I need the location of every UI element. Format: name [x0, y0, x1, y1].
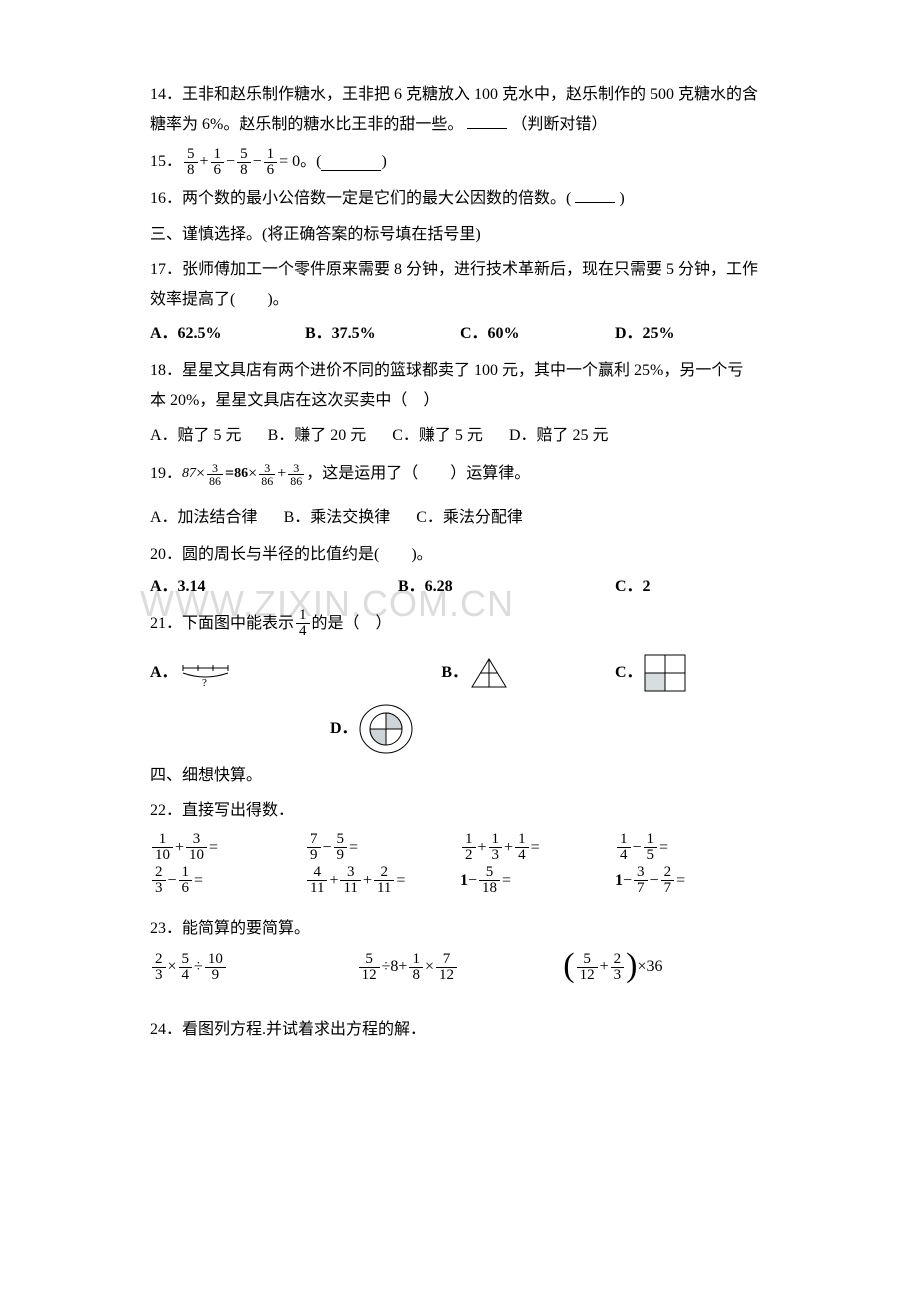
- q21-lead: 21．下面图中能表示: [150, 609, 294, 639]
- question-14: 14．王非和赵乐制作糖水，王非把 6 克糖放入 100 克水中，赵乐制作的 50…: [150, 80, 770, 141]
- frac-3-86c: 386: [288, 462, 304, 487]
- blank: [321, 154, 381, 171]
- q14-tail: （判断对错）: [511, 116, 607, 133]
- q21-c-label: C．: [615, 658, 643, 688]
- q18-l1: 18．星星文具店有两个进价不同的篮球都卖了 100 元，其中一个赢利 25%，另…: [150, 362, 743, 379]
- plus: +: [277, 459, 286, 489]
- frac-5-8b: 58: [237, 147, 251, 178]
- times: ×: [196, 459, 205, 489]
- q19-b: B．乘法交换律: [284, 503, 391, 533]
- q18-b: B．赚了 20 元: [268, 421, 367, 451]
- question-23: 23．能简算的要简算。: [150, 914, 770, 944]
- frac-1-4: 14: [296, 608, 310, 639]
- op-minus2: −: [253, 147, 262, 177]
- q22-row1: 110+ 310= 79− 59= 12+ 13+ 14= 14− 15=: [150, 832, 770, 863]
- question-17: 17．张师傅加工一个零件原来需要 8 分钟，进行技术革新后，现在只需要 5 分钟…: [150, 255, 770, 350]
- blank: [467, 112, 507, 129]
- op-minus: −: [226, 147, 235, 177]
- q15-close: ): [381, 147, 386, 177]
- section-4-heading: 四、细想快算。: [150, 761, 770, 791]
- option-a-icon: ?: [178, 659, 238, 687]
- q15-tail: 。(: [300, 147, 321, 177]
- svg-text:?: ?: [202, 677, 207, 687]
- question-20: 20．圆的周长与半径的比值约是( )。 A．3.14 B．6.28 C．2: [150, 540, 770, 603]
- n86: 86: [234, 461, 248, 488]
- q18-a: A．赔了 5 元: [150, 421, 242, 451]
- q20-text: 20．圆的周长与半径的比值约是( )。: [150, 546, 433, 563]
- frac-3-86b: 386: [259, 462, 275, 487]
- q22-row2: 23− 16= 411+ 311+ 211= 1− 518= 1− 37− 27…: [150, 865, 770, 896]
- q15-lead: 15．: [150, 147, 182, 177]
- frac-1-6b: 16: [264, 147, 278, 178]
- q17-b: B．37.5%: [305, 319, 460, 349]
- q17-l2: 效率提高了( )。: [150, 291, 289, 308]
- eq-zero: = 0: [279, 147, 300, 177]
- option-b-icon: [468, 655, 510, 691]
- q16-text: 16．两个数的最小公倍数一定是它们的最大公因数的倍数。(: [150, 190, 571, 207]
- n87: 87: [182, 461, 196, 488]
- q18-l2: 本 20%，星星文具店在这次买卖中（ ）: [150, 392, 439, 409]
- question-24: 24．看图列方程.并试着求出方程的解．: [150, 1015, 770, 1045]
- q19-a: A．加法结合律: [150, 503, 258, 533]
- q21-tail: 的是（ ）: [312, 609, 392, 639]
- q23-row: 23× 54÷ 109 512÷8+ 18× 712 ( 512+ 23 ) ×…: [150, 951, 770, 985]
- question-15: 15． 58 + 16 − 58 − 16 = 0 。( ): [150, 147, 770, 178]
- frac-5-8: 58: [184, 147, 198, 178]
- q14-text-a: 14．王非和赵乐制作糖水，王非把 6 克糖放入 100 克水中，赵乐制作的 50…: [150, 86, 758, 103]
- q19-lead: 19．: [150, 459, 182, 489]
- blank: [575, 186, 615, 203]
- question-16: 16．两个数的最小公倍数一定是它们的最大公因数的倍数。( ): [150, 184, 770, 214]
- q17-d: D．25%: [615, 319, 770, 349]
- q17-l1: 17．张师傅加工一个零件原来需要 8 分钟，进行技术革新后，现在只需要 5 分钟…: [150, 261, 758, 278]
- q21-d-label: D．: [330, 714, 358, 744]
- q19-c: C．乘法分配律: [416, 503, 523, 533]
- q20-a: A．3.14: [150, 572, 398, 602]
- option-c-icon: [643, 653, 687, 693]
- question-18: 18．星星文具店有两个进价不同的篮球都卖了 100 元，其中一个赢利 25%，另…: [150, 356, 770, 451]
- question-22: 22．直接写出得数．: [150, 796, 770, 826]
- option-d-icon: [358, 703, 414, 755]
- q17-a: A．62.5%: [150, 319, 305, 349]
- times2: ×: [248, 459, 257, 489]
- eq: =: [225, 459, 234, 489]
- question-21: 21．下面图中能表示 14 的是（ ） A． ?: [150, 608, 770, 755]
- q19-mid: ，这是运用了（ ）运算律。: [306, 459, 530, 489]
- q21-b-label: B．: [441, 658, 468, 688]
- q14-text-b: 糖率为 6%。赵乐制的糖水比王非的甜一些。: [150, 116, 463, 133]
- frac-1-6: 16: [211, 147, 225, 178]
- frac-3-86: 386: [207, 462, 223, 487]
- q20-c: C．2: [615, 572, 770, 602]
- q16-close: ): [619, 190, 624, 207]
- q20-b: B．6.28: [398, 572, 615, 602]
- section-3-heading: 三、谨慎选择。(将正确答案的标号填在括号里): [150, 220, 770, 250]
- q18-c: C．赚了 5 元: [392, 421, 483, 451]
- question-19: 19． 87 × 386 = 86 × 386 + 386 ，这是运用了（ ）运…: [150, 459, 770, 534]
- q17-c: C．60%: [460, 319, 615, 349]
- op-plus: +: [200, 147, 209, 177]
- q21-a-label: A．: [150, 658, 178, 688]
- q18-d: D．赔了 25 元: [509, 421, 609, 451]
